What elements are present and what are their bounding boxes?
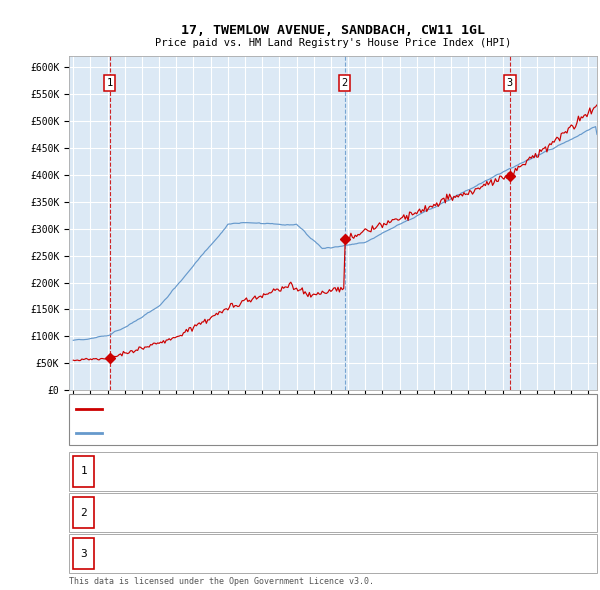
Text: 28-FEB-1997: 28-FEB-1997 [102,466,171,476]
Text: 04-JUN-2020: 04-JUN-2020 [102,549,171,559]
Text: £397,500: £397,500 [255,549,305,559]
Text: 17, TWEMLOW AVENUE, SANDBACH, CW11 1GL: 17, TWEMLOW AVENUE, SANDBACH, CW11 1GL [181,24,485,37]
Text: 2: 2 [80,507,87,517]
Text: 39% ↓ HPI: 39% ↓ HPI [387,466,443,476]
Text: 5% ↓ HPI: 5% ↓ HPI [387,507,437,517]
Text: 21-OCT-2010: 21-OCT-2010 [102,507,171,517]
Text: HPI: Average price, detached house, Cheshire East: HPI: Average price, detached house, Ches… [105,428,387,437]
Text: 1: 1 [107,78,113,88]
Text: 3: 3 [506,78,513,88]
Text: 3: 3 [80,549,87,559]
Text: 2: 2 [341,78,348,88]
Text: Contains HM Land Registry data © Crown copyright and database right 2024.
This d: Contains HM Land Registry data © Crown c… [69,565,434,586]
Text: 9% ↑ HPI: 9% ↑ HPI [387,549,437,559]
Text: Price paid vs. HM Land Registry's House Price Index (HPI): Price paid vs. HM Land Registry's House … [155,38,511,48]
Text: £280,000: £280,000 [255,507,305,517]
Text: 17, TWEMLOW AVENUE, SANDBACH, CW11 1GL (detached house): 17, TWEMLOW AVENUE, SANDBACH, CW11 1GL (… [105,404,421,413]
Text: 1: 1 [80,466,87,476]
Text: £60,000: £60,000 [255,466,299,476]
